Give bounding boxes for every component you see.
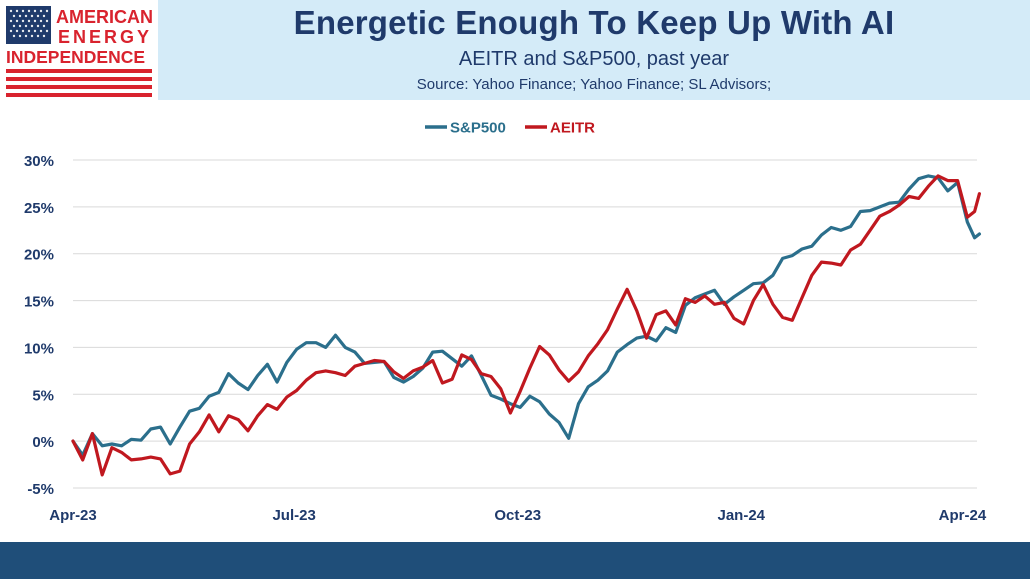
chart-gridlines	[73, 159, 977, 489]
y-tick-label: 15%	[24, 294, 54, 311]
y-tick-label: 30%	[24, 153, 54, 170]
logo-line-3: INDEPENDENCE	[6, 47, 145, 67]
chart-subtitle: AEITR and S&P500, past year	[458, 48, 730, 70]
x-axis-tick-labels: Apr-23 Jul-23 Oct-23 Jan-24 Apr-24	[49, 507, 987, 524]
y-tick-label: -5%	[27, 481, 54, 498]
us-flag-icon	[6, 6, 51, 44]
american-energy-independence-logo: AMERICAN ENERGY INDEPENDENCE	[0, 0, 158, 100]
y-axis-tick-labels: -5% 0% 5% 10% 15% 20% 25% 30%	[24, 153, 54, 498]
page-title: Energetic Enough To Keep Up With AI	[293, 4, 895, 41]
chart-series-lines	[71, 174, 981, 477]
series-line-aeitr	[71, 174, 981, 477]
line-chart: -5% 0% 5% 10% 15% 20% 25% 30% Apr-23 Jul-23 Oct-2…	[24, 120, 987, 525]
chart-legend: S&P500 AEITR	[425, 120, 595, 137]
header-banner	[0, 0, 1030, 100]
y-tick-label: 0%	[32, 434, 54, 451]
legend-label: AEITR	[550, 120, 595, 137]
y-tick-label: 25%	[24, 200, 54, 217]
y-tick-label: 10%	[24, 340, 54, 357]
logo-line-1: AMERICAN	[56, 7, 153, 27]
series-line-sp500	[71, 174, 981, 457]
footer-bar	[0, 542, 1030, 579]
x-tick-label: Apr-23	[49, 507, 97, 524]
x-tick-label: Jan-24	[718, 507, 766, 524]
logo-stripes	[6, 69, 152, 97]
x-tick-label: Apr-24	[939, 507, 987, 524]
source-note: Source: Yahoo Finance; Yahoo Finance; SL…	[416, 76, 772, 93]
x-tick-label: Oct-23	[494, 507, 541, 524]
logo-line-2: ENERGY	[58, 27, 152, 47]
legend-label: S&P500	[450, 120, 506, 137]
y-tick-label: 5%	[32, 387, 54, 404]
x-tick-label: Jul-23	[272, 507, 315, 524]
y-tick-label: 20%	[24, 247, 54, 264]
